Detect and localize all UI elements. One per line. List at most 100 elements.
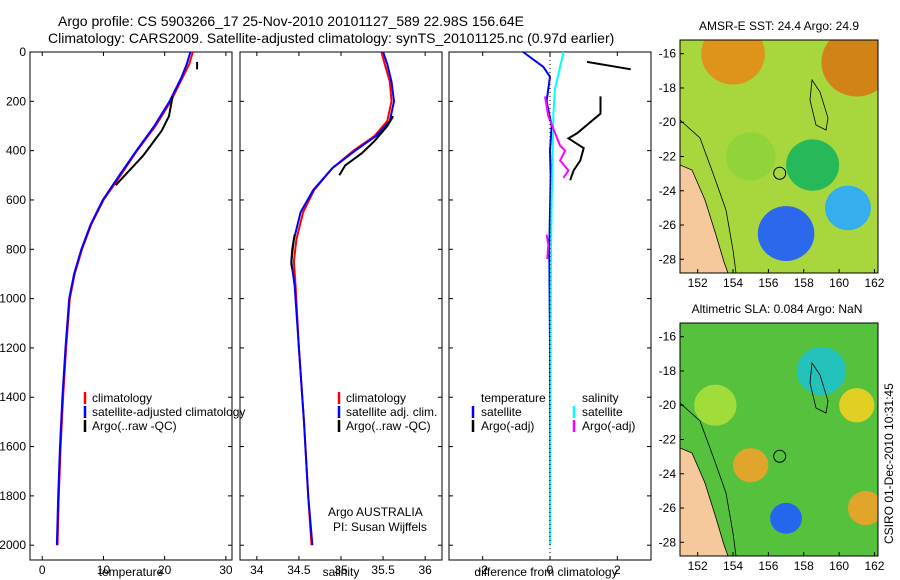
y-tick-label: 0	[19, 45, 26, 59]
csiro-timestamp: CSIRO 01-Dec-2010 10:31:45	[882, 383, 896, 544]
y-tick-label: 800	[6, 242, 26, 256]
legend-label-temp-satellite: satellite	[481, 405, 522, 419]
sst-reef-outline	[680, 119, 737, 273]
series-salinity-argo-adj-	[544, 96, 570, 179]
figure-title-line1: Argo profile: CS 5903266_17 25-Nov-2010 …	[58, 13, 524, 29]
salinity-series	[290, 51, 396, 546]
legend-label-sal-satellite: satellite	[582, 405, 623, 419]
series-satellite-adjusted-climatology	[55, 51, 192, 546]
field-anomaly	[701, 40, 765, 85]
float-pi-annotation: PI: Susan Wijffels	[333, 520, 427, 534]
lat-tick-label: -24	[659, 184, 677, 198]
lat-tick-label: -28	[659, 535, 677, 549]
lon-tick-label: 156	[758, 276, 778, 290]
field-anomaly	[847, 490, 878, 526]
lon-tick-label: 160	[829, 276, 849, 290]
y-tick-label: 600	[6, 193, 26, 207]
x-tick-label: 0	[39, 563, 46, 577]
lon-tick-label: 158	[794, 559, 814, 573]
lon-tick-label: 158	[794, 276, 814, 290]
field-anomaly	[770, 502, 802, 534]
sla-map-panel: Altimetric SLA: 0.084 Argo: NaN 152 154 15…	[659, 302, 885, 573]
sla-land-australia	[680, 447, 729, 556]
series-argo-raw-qc-	[338, 115, 395, 176]
series-climatology	[292, 51, 393, 546]
series-argo-deep	[290, 234, 296, 270]
legend-label-satellite: satellite adj. clim.	[346, 405, 437, 419]
temperature-ticks: 0 200 400 600 800 1000 1200 1400 1600 1800 2000 0 10…	[0, 45, 233, 577]
sla-blobs	[694, 346, 878, 534]
lon-tick-label: 160	[829, 559, 849, 573]
y-tick-label: 200	[6, 94, 26, 108]
lon-tick-label: 152	[688, 559, 708, 573]
field-anomaly	[821, 40, 878, 97]
x-tick-label: 10	[97, 563, 111, 577]
lon-tick-label: 154	[723, 276, 743, 290]
y-tick-label: 400	[6, 144, 26, 158]
sla-ticks: 152 154 156 158 160 162 -16 -18 -20 -22 -24 -26 -28	[659, 330, 885, 573]
x-tick-label: 20	[158, 563, 172, 577]
legend-label-temp-argo: Argo(-adj)	[481, 419, 534, 433]
series-climatology	[56, 51, 194, 546]
series-salinity-satellite	[549, 51, 565, 546]
series-salinity-argo-deep	[545, 234, 550, 260]
lat-tick-label: -18	[659, 81, 677, 95]
difference-series	[522, 51, 631, 560]
temperature-xlabel: temperature	[99, 565, 164, 579]
y-tick-label: 1400	[0, 390, 26, 404]
temperature-legend: climatology satellite-adjusted climatolo…	[83, 391, 245, 433]
lon-tick-label: 162	[864, 559, 884, 573]
legend-header-salinity: salinity	[582, 391, 619, 405]
x-tick-label: -2	[477, 563, 488, 577]
temperature-series	[55, 51, 199, 546]
temperature-panel: 0 200 400 600 800 1000 1200 1400 1600 1800 2000 0 10…	[0, 45, 245, 579]
x-tick-label: 34.5	[287, 563, 311, 577]
series-temperature-argo-surface	[586, 60, 631, 71]
lat-tick-label: -18	[659, 364, 677, 378]
x-tick-label: 30	[219, 563, 233, 577]
lat-tick-label: -16	[659, 330, 677, 344]
sst-blobs	[701, 40, 878, 262]
legend-label-sal-argo: Argo(-adj)	[582, 419, 635, 433]
lon-tick-label: 154	[723, 559, 743, 573]
difference-panel: -2 0 2 difference from climatology tempera…	[448, 51, 652, 579]
sla-field	[680, 323, 878, 556]
y-tick-label: 1000	[0, 292, 26, 306]
lon-tick-label: 162	[864, 276, 884, 290]
field-anomaly	[733, 448, 769, 483]
series-argo-raw-qc-	[114, 96, 174, 186]
difference-xlabel: difference from climatology	[474, 565, 617, 579]
lat-tick-label: -24	[659, 467, 677, 481]
x-tick-label: 34	[250, 563, 264, 577]
sst-field	[680, 40, 878, 273]
x-tick-label: 0	[547, 563, 554, 577]
field-anomaly	[824, 185, 871, 231]
lon-tick-label: 152	[688, 276, 708, 290]
sla-map-title: Altimetric SLA: 0.084 Argo: NaN	[692, 302, 863, 316]
series-temperature-argo-adj-	[566, 96, 602, 181]
x-tick-label: 2	[614, 563, 621, 577]
lat-tick-label: -22	[659, 150, 677, 164]
salinity-xlabel: salinity	[323, 565, 360, 579]
sst-map-title: AMSR-E SST: 24.4 Argo: 24.9	[699, 19, 859, 33]
y-tick-label: 1600	[0, 440, 26, 454]
series-satellite-adj-clim-	[290, 51, 396, 546]
sst-float-marker	[773, 166, 787, 180]
lat-tick-label: -20	[659, 398, 677, 412]
sst-map-panel: AMSR-E SST: 24.4 Argo: 24.9 152 154 156 158…	[659, 19, 885, 290]
legend-label-climatology: climatology	[346, 391, 406, 405]
sst-ticks: 152 154 156 158 160 162 -16 -18 -20 -22 -24 -26 -28	[659, 47, 885, 290]
field-anomaly	[757, 206, 815, 262]
x-tick-label: 36	[418, 563, 432, 577]
field-anomaly	[694, 384, 737, 426]
field-anomaly	[725, 132, 776, 181]
float-owner-annotation: Argo AUSTRALIA	[328, 505, 423, 519]
figure-title-line2: Climatology: CARS2009. Satellite-adjuste…	[48, 30, 614, 46]
legend-label-argo: Argo(..raw -QC)	[346, 419, 431, 433]
salinity-legend: climatology satellite adj. clim. Argo(..…	[337, 391, 437, 433]
salinity-axes-box	[239, 51, 443, 561]
lat-tick-label: -28	[659, 252, 677, 266]
y-tick-label: 1200	[0, 341, 26, 355]
field-anomaly	[786, 139, 840, 191]
